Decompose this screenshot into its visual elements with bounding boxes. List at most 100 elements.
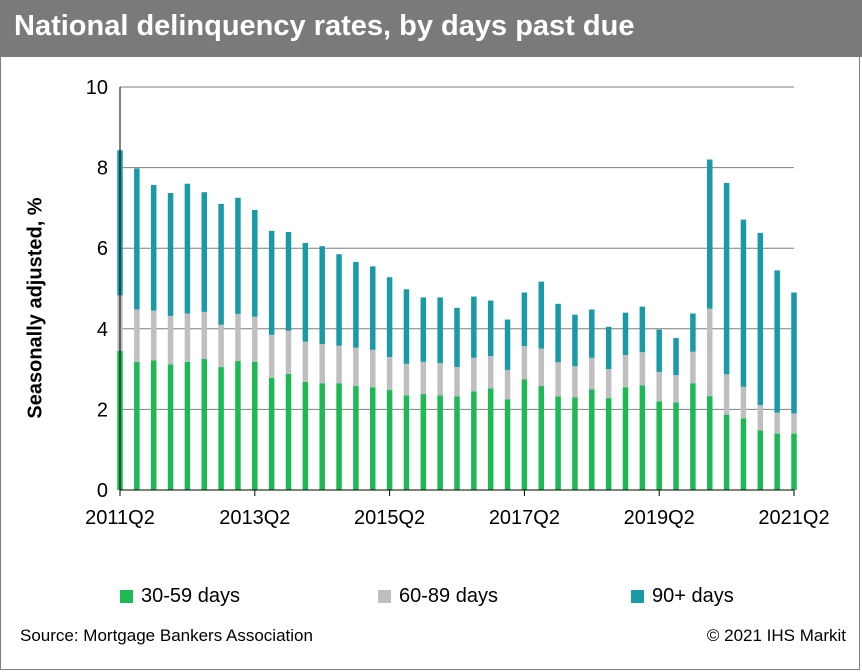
legend-item-90plus: 90+ days — [631, 585, 734, 608]
bar-60-89-days — [201, 311, 207, 360]
bar-90-days — [235, 197, 241, 314]
bar-30-59-days — [471, 391, 477, 490]
bar-90-days — [437, 297, 443, 364]
bar-60-89-days — [386, 357, 393, 391]
bar-90-days — [538, 281, 544, 349]
bar-30-59-days — [487, 388, 494, 490]
bar-30-59-days — [235, 361, 241, 490]
bar-30-59-days — [538, 386, 544, 490]
bar-90-days — [791, 292, 797, 414]
bar-60-89-days — [285, 330, 292, 374]
legend-swatch-30-59 — [120, 590, 133, 603]
x-tick-label: 2021Q2 — [758, 507, 829, 529]
bar-60-89-days — [639, 352, 646, 386]
bar-30-59-days — [353, 386, 359, 490]
bar-30-59-days — [555, 396, 561, 490]
bar-30-59-days — [268, 377, 275, 490]
bar-30-59-days — [673, 402, 679, 490]
y-tick-label: 6 — [97, 238, 108, 260]
bar-90-days — [487, 300, 494, 357]
x-tick-label: 2017Q2 — [489, 507, 560, 529]
legend-label-60-89: 60-89 days — [399, 585, 498, 607]
bar-30-59-days — [386, 390, 393, 490]
source-note: Source: Mortgage Bankers Association — [20, 626, 313, 645]
bar-90-days — [353, 261, 359, 348]
bar-60-89-days — [437, 363, 443, 396]
bar-60-89-days — [690, 351, 696, 384]
bar-30-59-days — [757, 430, 764, 490]
bar-60-89-days — [302, 341, 309, 382]
bar-90-days — [757, 232, 764, 405]
bar-30-59-days — [370, 387, 376, 490]
bar-30-59-days — [707, 396, 713, 490]
bar-90-days — [605, 326, 612, 370]
title-bar: National delinquency rates, by days past… — [0, 0, 862, 57]
bar-30-59-days — [302, 381, 309, 490]
bar-30-59-days — [252, 361, 258, 490]
bar-60-89-days — [353, 347, 359, 387]
bar-60-89-days — [504, 369, 511, 400]
bar-90-days — [336, 254, 342, 346]
bar-90-days — [740, 219, 747, 387]
bar-30-59-days — [589, 389, 595, 490]
bar-60-89-days — [791, 413, 797, 434]
bar-90-days — [285, 232, 292, 331]
bar-90-days — [218, 203, 224, 325]
bar-60-89-days — [538, 348, 544, 387]
bar-30-59-days — [285, 373, 292, 490]
bar-30-59-days — [184, 361, 191, 490]
bar-90-days — [252, 209, 258, 317]
bar-30-59-days — [622, 387, 629, 490]
bar-30-59-days — [572, 397, 578, 490]
bar-60-89-days — [235, 313, 241, 362]
bar-30-59-days — [521, 379, 528, 490]
bar-90-days — [572, 314, 578, 367]
bar-60-89-days — [622, 354, 629, 388]
bar-90-days — [622, 312, 629, 355]
bar-60-89-days — [740, 386, 747, 419]
y-tick-label: 10 — [86, 77, 108, 99]
bar-30-59-days — [218, 367, 224, 490]
bar-30-59-days — [403, 395, 410, 490]
bar-60-89-days — [555, 362, 561, 397]
bar-60-89-days — [656, 371, 662, 402]
bar-90-days — [302, 242, 309, 342]
legend-swatch-60-89 — [378, 590, 391, 603]
bar-30-59-days — [690, 383, 696, 490]
x-tick-label: 2015Q2 — [354, 507, 425, 529]
bar-30-59-days — [791, 433, 797, 490]
bar-60-89-days — [487, 356, 494, 389]
copyright-note: © 2021 IHS Markit — [706, 626, 846, 645]
bar-30-59-days — [723, 414, 730, 490]
y-tick-label: 0 — [97, 480, 108, 502]
bar-90-days — [201, 192, 207, 312]
x-tick-label: 2011Q2 — [85, 507, 155, 529]
bar-30-59-days — [656, 401, 662, 490]
x-tick-label: 2013Q2 — [219, 507, 290, 529]
legend-label-90plus: 90+ days — [652, 585, 734, 607]
bar-30-59-days — [150, 360, 157, 490]
bar-90-days — [723, 182, 730, 375]
bar-90-days — [150, 184, 157, 311]
bar-30-59-days — [774, 433, 780, 490]
bar-90-days — [134, 168, 140, 310]
bar-90-days — [639, 306, 646, 353]
bar-90-days — [504, 319, 511, 370]
bar-90-days — [707, 159, 713, 309]
bar-90-days — [268, 230, 275, 335]
legend-label-30-59: 30-59 days — [141, 585, 240, 607]
bar-90-days — [420, 297, 427, 362]
legend-swatch-90plus — [631, 590, 644, 603]
bar-60-89-days — [673, 375, 679, 403]
y-tick-label: 4 — [97, 319, 108, 341]
bar-90-days — [386, 277, 393, 358]
bar-90-days — [403, 289, 410, 364]
legend-item-30-59: 30-59 days — [120, 585, 240, 608]
bar-60-89-days — [521, 346, 528, 380]
bar-30-59-days — [437, 395, 443, 490]
x-tick-label: 2019Q2 — [624, 507, 695, 529]
bar-60-89-days — [134, 309, 140, 362]
bar-90-days — [673, 338, 679, 376]
bar-30-59-days — [454, 396, 460, 490]
y-axis-label: Seasonally adjusted, % — [24, 197, 47, 419]
